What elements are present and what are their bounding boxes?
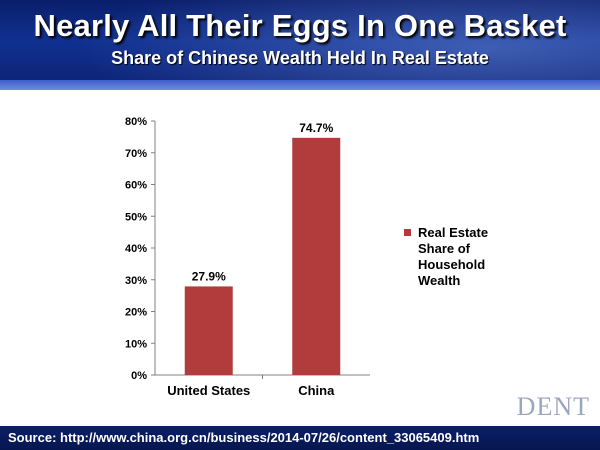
data-label: 27.9% (192, 269, 226, 283)
category-label: China (298, 383, 335, 398)
header-banner: Nearly All Their Eggs In One Basket Shar… (0, 0, 600, 90)
y-tick-label: 40% (125, 243, 147, 255)
legend-label: Real Estate (418, 225, 488, 240)
y-tick-label: 60% (125, 180, 147, 192)
dent-logo: DENT (516, 392, 590, 421)
legend-label: Wealth (418, 273, 460, 288)
chart-title: Nearly All Their Eggs In One Basket (33, 8, 567, 43)
source-text: Source: http://www.china.org.cn/business… (8, 430, 480, 445)
y-tick-label: 20% (125, 307, 147, 319)
footer-bar: Source: http://www.china.org.cn/business… (0, 426, 600, 450)
y-tick-label: 50% (125, 211, 147, 223)
chart-subtitle: Share of Chinese Wealth Held In Real Est… (111, 48, 489, 68)
legend-swatch (404, 229, 411, 236)
bar (184, 286, 233, 375)
y-tick-label: 70% (125, 148, 147, 160)
category-label: United States (167, 383, 250, 398)
y-tick-label: 30% (125, 275, 147, 287)
legend-label: Household (418, 257, 485, 272)
y-tick-label: 10% (125, 338, 147, 350)
legend-label: Share of (418, 241, 471, 256)
bar (292, 137, 341, 375)
data-label: 74.7% (299, 121, 333, 135)
bar-chart: 0% 10% 20% 30% 40% 50% 60% 70% 80% 27.9% United St… (125, 116, 488, 398)
y-tick-label: 80% (125, 116, 147, 128)
y-tick-label: 0% (131, 370, 147, 382)
